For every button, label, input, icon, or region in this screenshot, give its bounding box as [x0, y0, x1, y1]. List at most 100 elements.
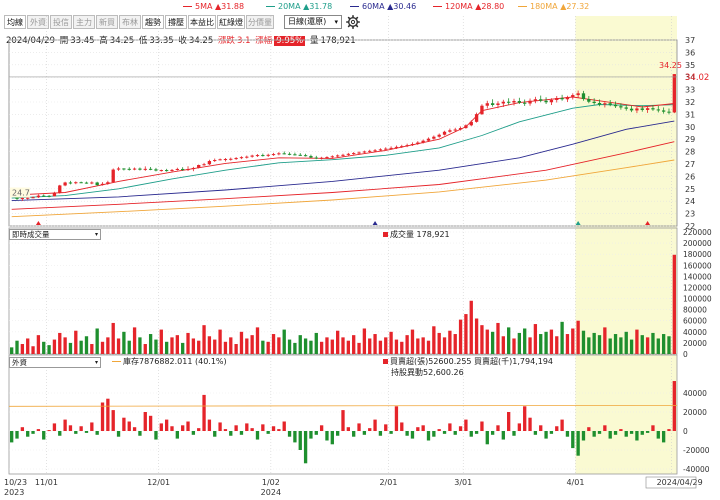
- toolbar-button-3[interactable]: 主力: [73, 15, 95, 29]
- foreign-tick-label: -40000: [683, 465, 710, 474]
- candle-body: [507, 101, 511, 103]
- foreign-bar: [20, 427, 25, 431]
- foreign-bar: [624, 431, 628, 437]
- volume-bar: [651, 332, 655, 354]
- volume-bar: [357, 342, 361, 354]
- trade-legend: 買賣超(張)52600.255 買賣超(千)1,794,194: [383, 356, 553, 367]
- period-select[interactable]: 日線(還原) ▾: [284, 15, 342, 29]
- volume-bar: [335, 330, 340, 354]
- holding-legend-swatch: [112, 361, 121, 362]
- holding-label: 庫存7876882.011 (40.1%): [123, 357, 227, 366]
- toolbar-button-1[interactable]: 外資: [27, 15, 49, 29]
- foreign-bar: [645, 431, 650, 433]
- x-tick-label: 1/02: [262, 478, 280, 487]
- candle-body: [501, 101, 505, 104]
- foreign-bar: [213, 431, 217, 437]
- volume-bar: [202, 325, 206, 354]
- candle-body: [266, 154, 270, 156]
- volume-bar: [106, 337, 110, 354]
- foreign-bar: [106, 398, 110, 431]
- foreign-bar: [293, 431, 297, 443]
- volume-bar: [245, 338, 249, 354]
- volume-bar: [485, 329, 489, 354]
- foreign-bar: [539, 425, 543, 431]
- ma-legend-value: ▲28.80: [475, 2, 505, 11]
- candle-body: [405, 145, 409, 147]
- candle-body: [63, 182, 67, 186]
- candle-body: [474, 114, 479, 122]
- trade-label: 買賣超(張)52600.255 買賣超(千)1,794,194: [390, 357, 554, 366]
- foreign-bar: [405, 431, 409, 436]
- volume-indicator-select[interactable]: 即時成交量 ▾: [9, 229, 101, 240]
- x-tick-label: 11/01: [35, 478, 58, 487]
- toolbar-button-10[interactable]: 分價量: [246, 15, 274, 29]
- toolbar-button-8[interactable]: 本益比: [188, 15, 216, 29]
- candle-body: [608, 103, 612, 105]
- candle-body: [213, 160, 217, 162]
- volume-bar: [507, 327, 511, 354]
- volume-bar: [432, 326, 436, 354]
- current-price-label: 34.02: [685, 73, 709, 83]
- foreign-bar: [490, 431, 495, 435]
- candle-body: [218, 159, 222, 161]
- volume-bar: [207, 336, 212, 354]
- ma-legend-label: 5MA: [195, 2, 216, 11]
- volume-bar: [234, 344, 238, 354]
- foreign-tick-label: 0: [683, 427, 688, 436]
- volume-bar: [581, 330, 586, 354]
- volume-bar: [613, 334, 618, 354]
- toolbar-button-4[interactable]: 新買: [96, 15, 118, 29]
- volume-bar: [608, 338, 612, 354]
- foreign-bar: [432, 431, 436, 437]
- toolbar-button-2[interactable]: 投信: [50, 15, 72, 29]
- toolbar-button-7[interactable]: 撐壓: [165, 15, 187, 29]
- foreign-tick-label: 20000: [683, 408, 707, 417]
- foreign-bar: [100, 402, 105, 431]
- chevron-down-icon: ▾: [334, 18, 338, 26]
- ma20-line: [11, 104, 675, 199]
- volume-bar: [437, 332, 441, 354]
- volume-bar: [52, 339, 57, 354]
- foreign-bar: [79, 426, 83, 431]
- candle-body: [453, 129, 457, 131]
- foreign-bar: [122, 417, 126, 431]
- volume-bar: [635, 329, 639, 354]
- foreign-indicator-select[interactable]: 外資 ▾: [9, 357, 101, 368]
- close-label: 收: [178, 36, 187, 46]
- volume-bar: [565, 334, 570, 354]
- volume-bar: [266, 341, 270, 354]
- foreign-bar: [661, 431, 666, 443]
- price-tick-label: 33: [685, 86, 695, 95]
- foreign-bar: [159, 423, 163, 431]
- toolbar-button-0[interactable]: 均線: [4, 15, 26, 29]
- foreign-bar: [362, 431, 367, 435]
- foreign-bar: [592, 431, 596, 437]
- candle-body: [261, 155, 265, 157]
- volume-bar: [58, 332, 62, 354]
- foreign-bar: [335, 431, 340, 436]
- toolbar-button-5[interactable]: 布林: [119, 15, 141, 29]
- volume-bar: [250, 335, 254, 354]
- period-select-value: 日線(還原): [288, 17, 327, 26]
- volume-tick-label: 120000: [683, 283, 712, 292]
- ma-legend-value: ▲27.32: [560, 2, 590, 11]
- foreign-bar: [656, 431, 660, 439]
- candle-body: [127, 168, 131, 170]
- candle-body: [635, 108, 639, 111]
- ohlc-date: 2024/04/29: [6, 36, 55, 46]
- price-tick-label: 24: [685, 197, 695, 206]
- candle-body: [539, 99, 543, 101]
- candle-body: [42, 195, 46, 197]
- candle-body: [533, 99, 538, 101]
- gear-icon[interactable]: [346, 15, 360, 29]
- candle-body: [207, 161, 212, 165]
- x-tick-sublabel: 2023: [4, 488, 24, 497]
- high-label: 高: [99, 36, 108, 46]
- panel-frame-2: [8, 354, 678, 475]
- foreign-bar: [202, 394, 206, 431]
- foreign-bar: [148, 415, 153, 431]
- candle-body: [597, 102, 602, 105]
- toolbar-button-9[interactable]: 紅綠燈: [217, 15, 245, 29]
- volume-bar: [501, 336, 505, 354]
- candle-body: [303, 155, 308, 157]
